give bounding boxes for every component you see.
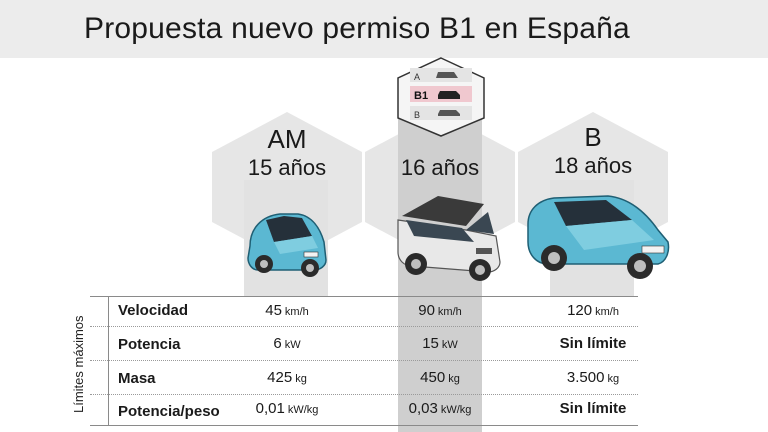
cell-mass-am: 425 kg xyxy=(212,369,362,386)
cell-speed-b: 120 km/h xyxy=(518,302,668,319)
cell-power-b: Sin límite xyxy=(518,335,668,352)
column-header-am: AM 15 años xyxy=(212,124,362,182)
minimum-age: 15 años xyxy=(247,155,327,180)
cell-mass-b: 3.500 kg xyxy=(518,369,668,386)
cell-unit: km/h xyxy=(595,306,619,318)
cell-power-b1: 15 kW xyxy=(365,335,515,352)
minimum-age: 16 años xyxy=(400,155,480,180)
cell-mass-b1: 450 kg xyxy=(365,369,515,386)
license-row-b: B xyxy=(414,110,420,120)
license-row-a: A xyxy=(414,72,420,82)
cell-value: 6 xyxy=(273,335,282,352)
cell-unit: kg xyxy=(448,373,460,385)
cell-value: 425 xyxy=(267,369,293,386)
cell-power-weight-b1: 0,03 kW/kg xyxy=(365,400,515,417)
license-card-icon: A B1 B xyxy=(397,57,485,137)
quadricycle-car-icon xyxy=(397,196,501,281)
cell-unit: km/h xyxy=(437,306,462,318)
row-label-power: Potencia xyxy=(118,336,181,353)
cell-value: 0,01 xyxy=(255,400,285,417)
limits-axis-label: Límites máximos xyxy=(71,315,86,413)
header-band xyxy=(0,0,768,58)
cell-power-am: 6 kW xyxy=(212,335,362,352)
cell-value: 450 xyxy=(420,369,446,386)
cell-power-weight-b: Sin límite xyxy=(518,400,668,417)
cell-value: 3.500 xyxy=(566,369,605,386)
cell-power-weight-am: 0,01 kW/kg xyxy=(212,400,362,417)
cell-value: Sin límite xyxy=(559,400,627,417)
cell-value: 45 xyxy=(265,302,282,319)
cell-unit: kg xyxy=(295,373,307,385)
cell-unit: kg xyxy=(607,373,620,385)
row-label-speed: Velocidad xyxy=(118,302,189,319)
cell-unit: kW/kg xyxy=(440,404,472,416)
cell-speed-b1: 90 km/h xyxy=(365,302,515,319)
table-divider xyxy=(90,326,638,327)
column-header-b1: 16 años xyxy=(365,154,515,182)
cell-value: Sin límite xyxy=(559,335,627,352)
row-label-mass: Masa xyxy=(118,370,156,387)
cell-unit: kW/kg xyxy=(287,404,319,416)
cell-unit: kW xyxy=(284,339,301,351)
license-code: AM xyxy=(267,124,307,154)
cell-value: 0,03 xyxy=(408,400,438,417)
page-title: Propuesta nuevo permiso B1 en España xyxy=(84,12,630,45)
table-vertical-rule xyxy=(108,296,109,426)
cell-speed-am: 45 km/h xyxy=(212,302,362,319)
cell-unit: km/h xyxy=(284,306,309,318)
cell-value: 15 xyxy=(422,335,439,352)
minimum-age: 18 años xyxy=(553,153,633,178)
license-code: B xyxy=(584,122,602,152)
cell-unit: kW xyxy=(441,339,458,351)
cell-value: 90 xyxy=(418,302,435,319)
blue-sedan-icon xyxy=(527,195,670,279)
table-divider xyxy=(90,360,638,361)
column-header-b: B 18 años xyxy=(518,122,668,180)
small-blue-car-icon xyxy=(247,213,327,277)
table-divider xyxy=(90,425,638,426)
row-label-power-weight: Potencia/peso xyxy=(118,403,220,420)
license-row-b1: B1 xyxy=(414,90,428,102)
table-divider xyxy=(90,296,638,297)
table-divider xyxy=(90,394,638,395)
cell-value: 120 xyxy=(567,302,593,319)
